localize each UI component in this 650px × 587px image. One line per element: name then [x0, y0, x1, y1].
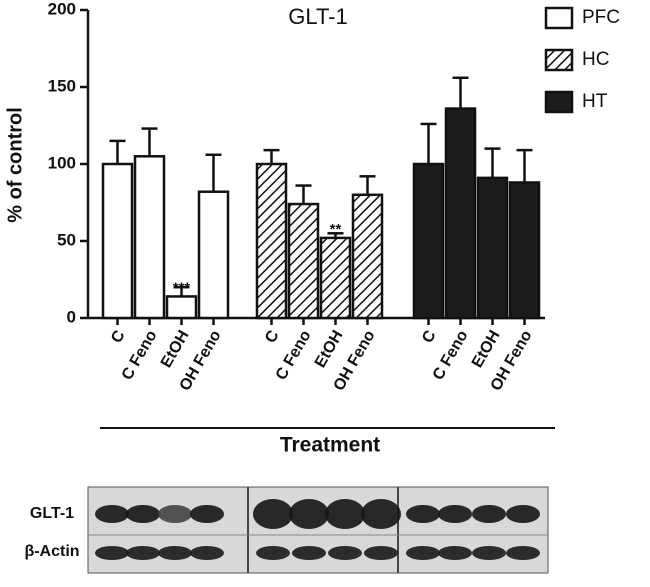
blot-band [361, 499, 401, 529]
legend-label: HC [582, 49, 609, 70]
bar [101, 162, 134, 320]
blot-band [325, 499, 365, 529]
blot-band [95, 505, 129, 523]
chart-title: GLT-1 [288, 4, 348, 29]
blot-band [190, 505, 224, 523]
legend-swatch [544, 90, 574, 114]
blot-band [158, 546, 192, 560]
legend-swatch [544, 48, 574, 72]
y-tick-label: 200 [48, 0, 76, 18]
blot-band [126, 546, 160, 560]
y-tick-label: 0 [67, 307, 76, 326]
blot-band [253, 499, 293, 529]
western-blot: GLT-1 β-Actin [24, 486, 549, 574]
blot-band [438, 505, 472, 523]
blot-row-label: GLT-1 [30, 505, 74, 522]
blot-band [328, 546, 362, 560]
bar [197, 190, 230, 320]
blot-row-label: β-Actin [24, 543, 79, 560]
bar [412, 162, 445, 320]
blot-band [158, 505, 192, 523]
x-tick-label: EtOH [312, 328, 347, 371]
x-axis-label: Treatment [280, 434, 380, 457]
blot-band [95, 546, 129, 560]
blot-band [406, 546, 440, 560]
legend-label: HT [582, 91, 608, 112]
blot-band [506, 505, 540, 523]
y-tick-label: 50 [57, 230, 76, 249]
bar [444, 107, 477, 320]
significance: *** [173, 279, 191, 296]
blot-band [364, 546, 398, 560]
x-tick-label: EtOH [158, 328, 193, 371]
blot-band [292, 546, 326, 560]
bar [133, 155, 166, 320]
bar [476, 176, 509, 320]
significance: ** [330, 221, 342, 238]
x-tick-label: EtOH [469, 328, 504, 371]
blot-band [289, 499, 329, 529]
legend-label: PFC [582, 7, 620, 28]
bar [165, 295, 198, 320]
bar [287, 202, 320, 320]
x-tick-label: C [262, 327, 283, 346]
blot-band [472, 546, 506, 560]
x-tick-label: C [108, 327, 129, 346]
bar [351, 193, 384, 320]
y-tick-label: 100 [48, 153, 76, 172]
y-axis-label: % of control [4, 107, 26, 223]
bar [319, 236, 352, 320]
x-tick-label: C [419, 327, 440, 346]
y-tick-label: 150 [48, 76, 76, 95]
blot-band [406, 505, 440, 523]
legend-swatch [544, 6, 574, 30]
bar [255, 162, 288, 320]
blot-band [126, 505, 160, 523]
blot-band [506, 546, 540, 560]
blot-band [472, 505, 506, 523]
blot-band [190, 546, 224, 560]
blot-frame [87, 486, 549, 574]
blot-band [438, 546, 472, 560]
bar [508, 181, 541, 320]
blot-band [256, 546, 290, 560]
